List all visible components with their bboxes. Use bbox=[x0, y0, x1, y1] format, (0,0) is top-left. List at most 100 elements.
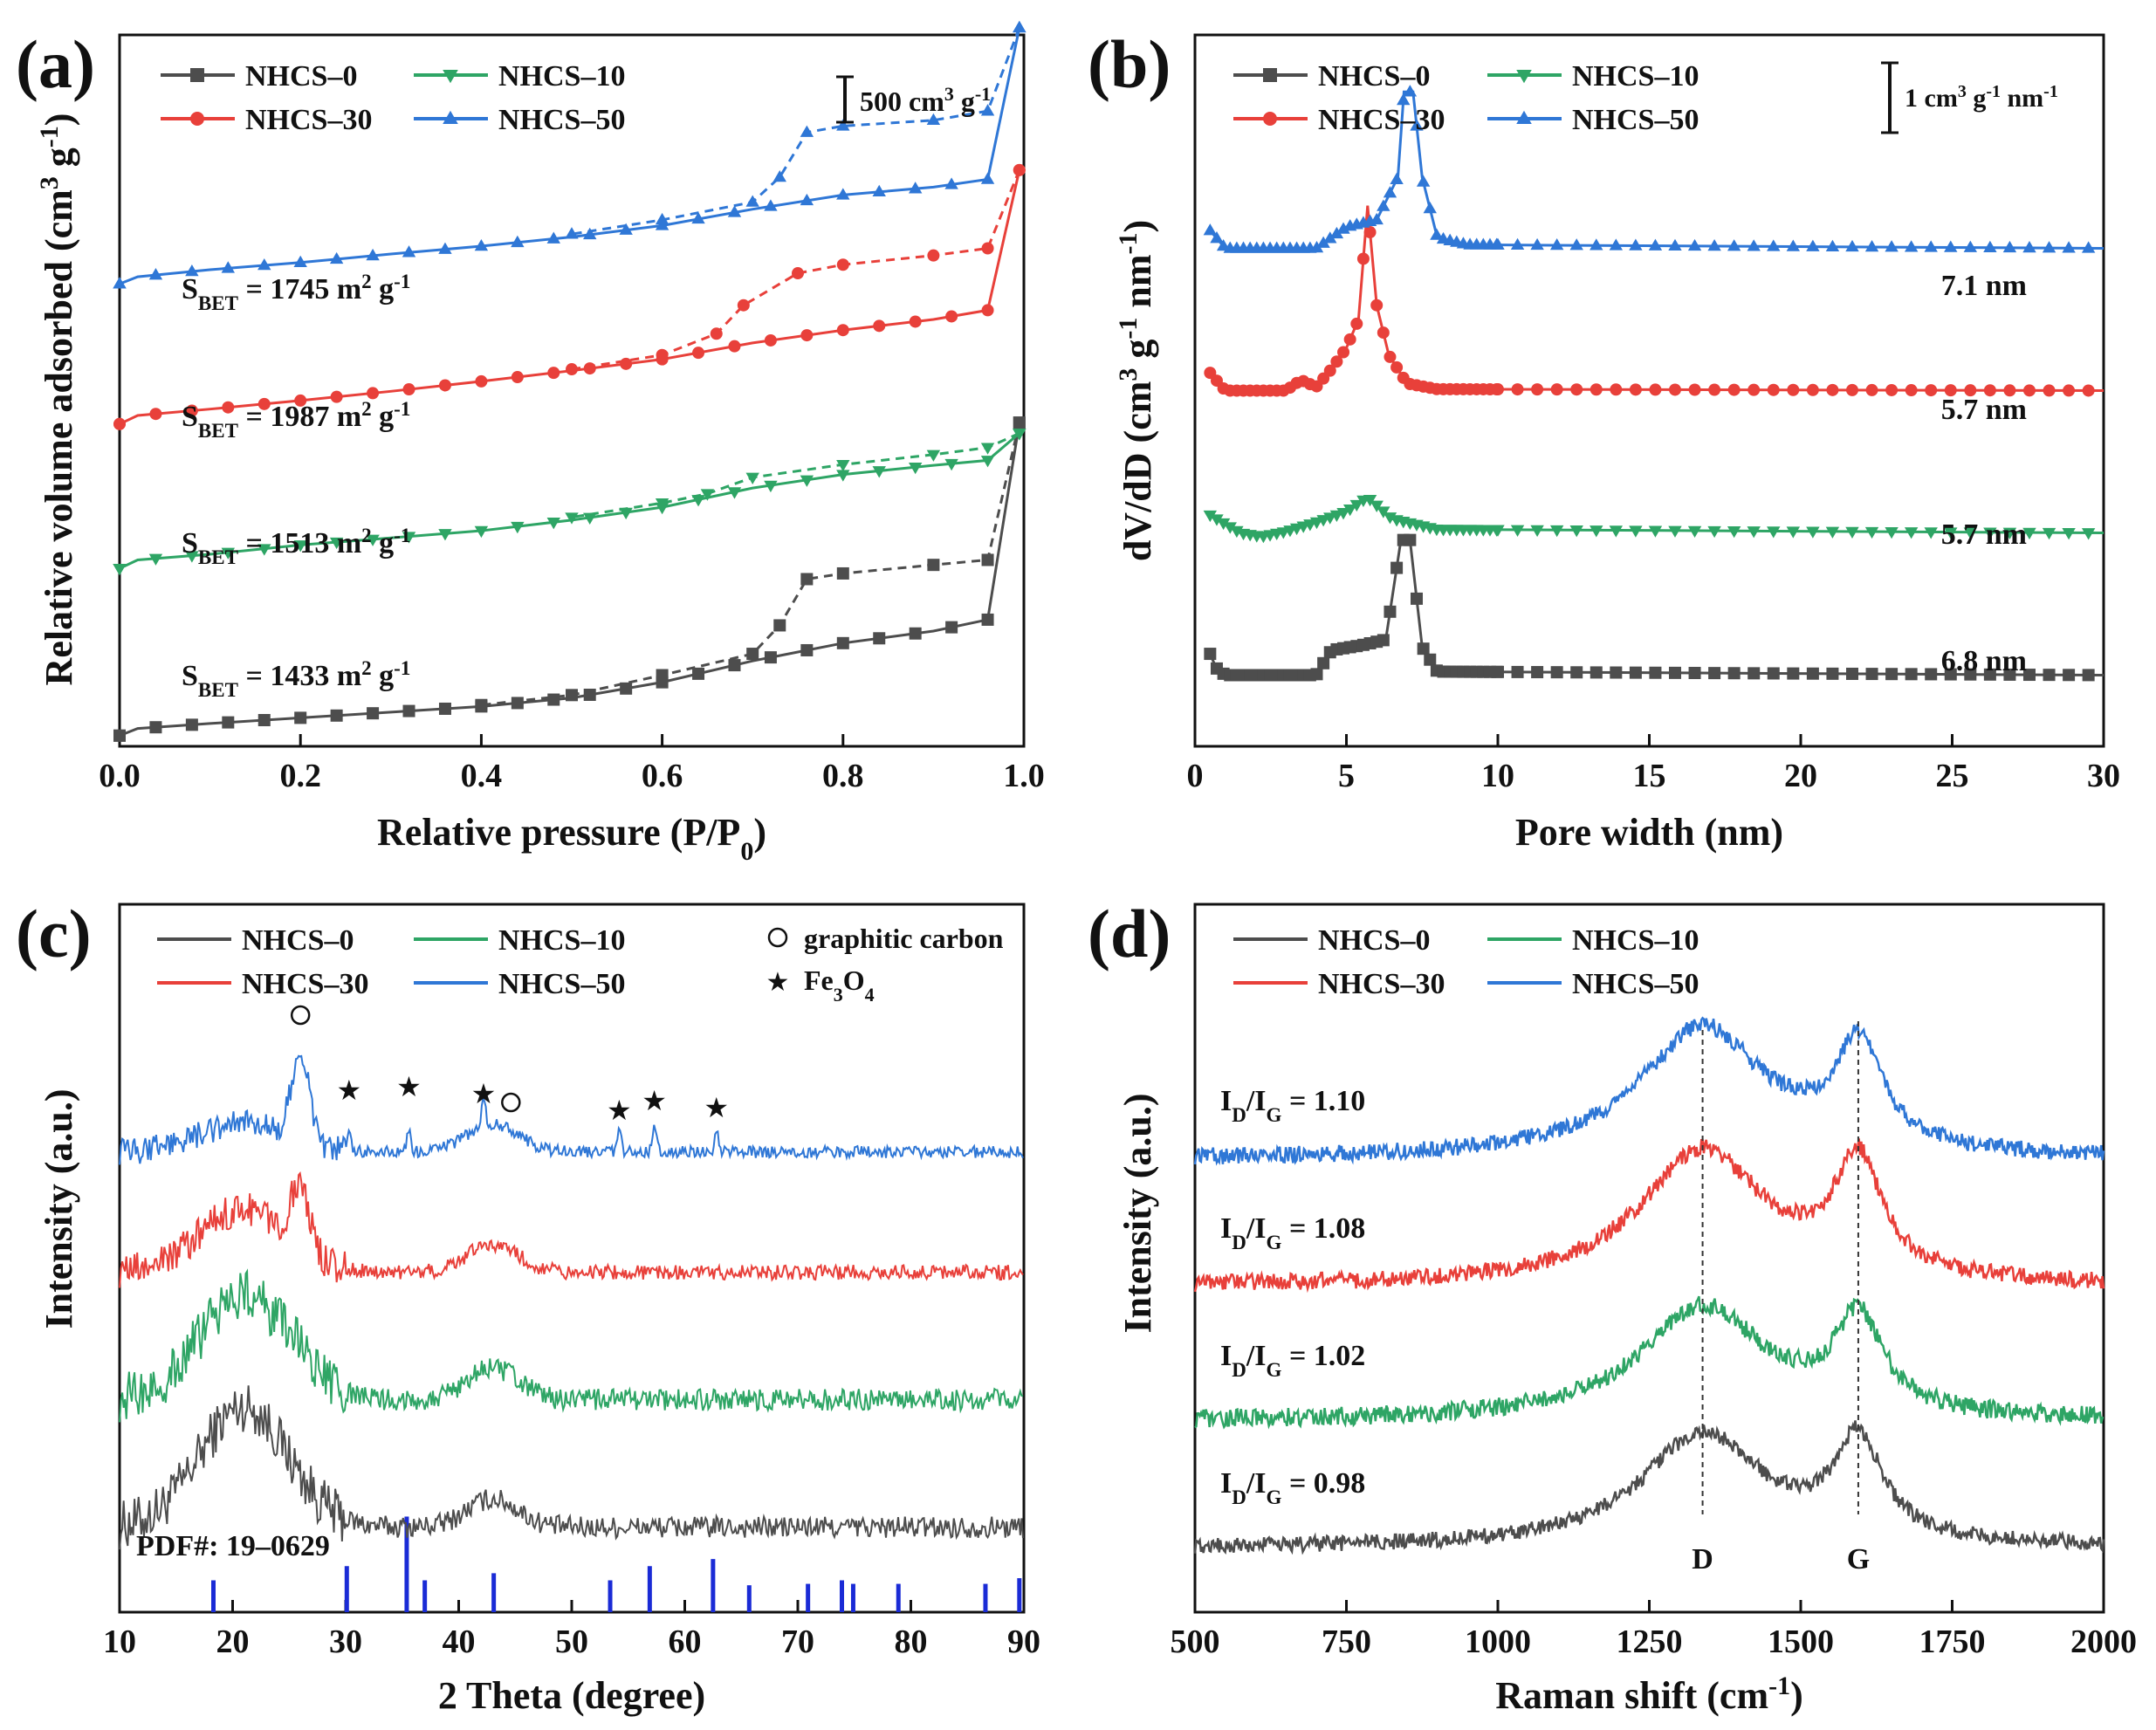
legend-label: NHCS–30 bbox=[1318, 104, 1445, 136]
data-point bbox=[2042, 241, 2056, 253]
legend-label: NHCS–50 bbox=[498, 968, 625, 1000]
data-point bbox=[1492, 665, 1504, 678]
data-point bbox=[620, 357, 633, 370]
data-point bbox=[1530, 525, 1544, 538]
data-point bbox=[1013, 429, 1027, 441]
data-point bbox=[1343, 333, 1356, 346]
data-point bbox=[1629, 383, 1642, 396]
series-NHCS–10 bbox=[113, 429, 1027, 576]
data-point bbox=[1825, 526, 1840, 539]
data-point bbox=[1826, 383, 1839, 396]
data-point bbox=[1707, 238, 1721, 251]
peak-label: 5.7 nm bbox=[1941, 394, 2027, 426]
data-point bbox=[2062, 528, 2076, 540]
data-point bbox=[1708, 667, 1721, 680]
x-tick-label: 60 bbox=[669, 1624, 702, 1660]
data-point bbox=[692, 667, 705, 680]
data-point bbox=[1648, 525, 1663, 538]
data-point bbox=[737, 299, 750, 312]
data-point bbox=[655, 212, 669, 225]
panel-a: 0.0 0.2 0.4 0.6 0.8 1.0 SBET = 1745 m2 g-1 SBET… bbox=[16, 20, 1045, 866]
data-point bbox=[836, 119, 850, 131]
data-point bbox=[1423, 201, 1437, 214]
data-point bbox=[1865, 668, 1878, 681]
x-tick-label: 70 bbox=[781, 1624, 814, 1660]
data-point bbox=[511, 235, 525, 248]
data-point bbox=[511, 521, 525, 534]
data-point bbox=[1826, 667, 1839, 680]
x-axis-label: Raman shift (cm-1) bbox=[1495, 1672, 1803, 1718]
data-point bbox=[149, 408, 162, 421]
series-NHCS–10 bbox=[1203, 494, 2105, 544]
data-point bbox=[185, 551, 199, 563]
data-point bbox=[1569, 238, 1583, 251]
x-tick-label: 25 bbox=[1936, 758, 1969, 794]
data-point bbox=[1904, 527, 1919, 539]
x-tick-label: 30 bbox=[2087, 758, 2120, 794]
data-point bbox=[113, 277, 127, 289]
data-point bbox=[2082, 384, 2095, 397]
x-tick-label: 0.0 bbox=[99, 758, 141, 794]
data-point bbox=[981, 242, 994, 255]
data-point bbox=[1747, 383, 1761, 396]
data-point bbox=[566, 689, 578, 702]
desorption-line bbox=[481, 422, 1021, 707]
legend-marker bbox=[1516, 110, 1532, 124]
data-point bbox=[1323, 364, 1336, 377]
data-point bbox=[981, 613, 994, 626]
data-point bbox=[293, 540, 307, 553]
data-point bbox=[1668, 383, 1681, 396]
legend-label: NHCS–0 bbox=[1318, 60, 1430, 93]
legend-graphite-icon bbox=[767, 927, 788, 948]
data-point bbox=[620, 682, 633, 695]
xrd-pattern bbox=[119, 1268, 1024, 1423]
fe3o4-marker: ★ bbox=[642, 1085, 667, 1116]
fe3o4-marker: ★ bbox=[704, 1092, 729, 1123]
panel-label: (c) bbox=[16, 896, 92, 971]
panel-b: 0 5 10 15 20 25 30 7.1 nm 5.7 nm 5.7 nm 6.8 nm NHCS… bbox=[1088, 26, 2120, 854]
data-point bbox=[2082, 669, 2095, 682]
data-point bbox=[438, 529, 452, 541]
data-point bbox=[1363, 226, 1377, 239]
data-point bbox=[655, 498, 669, 511]
data-point bbox=[1904, 240, 1919, 252]
data-point bbox=[1983, 384, 1996, 397]
y-axis-label: Intensity (a.u.) bbox=[1116, 1093, 1159, 1333]
data-point bbox=[1370, 299, 1384, 312]
data-point bbox=[873, 632, 886, 645]
data-point bbox=[2022, 240, 2036, 253]
legend-marker bbox=[1516, 70, 1532, 84]
data-point bbox=[1767, 383, 1780, 396]
data-point bbox=[619, 223, 633, 235]
data-point bbox=[926, 450, 941, 462]
data-point bbox=[329, 537, 344, 550]
data-point bbox=[1390, 561, 1404, 574]
legend-label: NHCS–10 bbox=[1572, 60, 1699, 93]
data-point bbox=[402, 245, 416, 257]
x-axis-label: 2 Theta (degree) bbox=[438, 1674, 705, 1717]
legend-label: NHCS–50 bbox=[498, 104, 625, 136]
series-NHCS–50 bbox=[113, 20, 1027, 289]
data-point bbox=[148, 268, 163, 280]
xrd-pattern bbox=[119, 1385, 1024, 1550]
x-tick-label: 0.6 bbox=[642, 758, 683, 794]
sbet-label: SBET = 1433 m2 g-1 bbox=[182, 657, 410, 701]
data-point bbox=[1885, 526, 1899, 539]
data-point bbox=[1013, 416, 1026, 429]
data-point bbox=[2022, 384, 2036, 397]
data-point bbox=[547, 693, 560, 706]
data-point bbox=[1531, 383, 1544, 396]
data-point bbox=[1924, 240, 1938, 252]
data-point bbox=[293, 255, 307, 268]
data-point bbox=[836, 188, 850, 200]
data-point bbox=[2002, 240, 2017, 253]
data-point bbox=[257, 544, 271, 556]
fe3o4-marker: ★ bbox=[337, 1074, 362, 1106]
data-point bbox=[1944, 384, 1957, 397]
data-point bbox=[619, 507, 633, 520]
sbet-label: SBET = 1513 m2 g-1 bbox=[182, 525, 410, 568]
data-point bbox=[1609, 525, 1624, 538]
data-point bbox=[1492, 383, 1504, 396]
data-point bbox=[1590, 666, 1603, 679]
legend-label: NHCS–50 bbox=[1572, 104, 1699, 136]
